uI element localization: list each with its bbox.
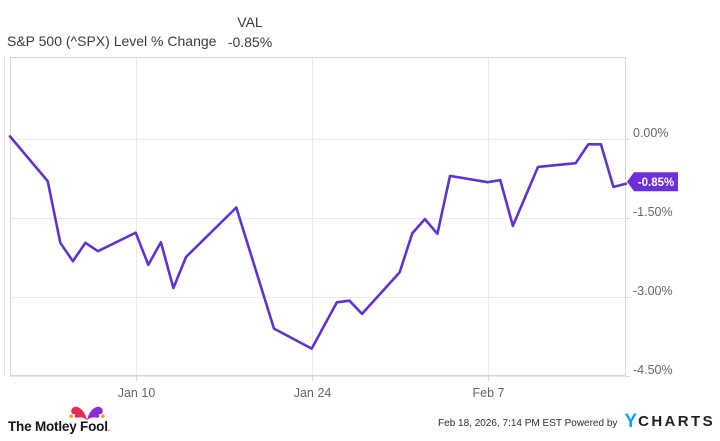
motley-fool-logo: The Motley Fool.	[8, 404, 208, 436]
value-column-header: VAL	[237, 14, 263, 30]
attribution: Feb 18, 2026, 7:14 PM EST Powered by Y C…	[438, 411, 715, 432]
y-axis-label: -1.50%	[633, 205, 673, 219]
value-column: VAL -0.85%	[212, 13, 288, 52]
chart-title: S&P 500 (^SPX) Level % Change	[7, 33, 217, 49]
jester-hat-icon	[69, 406, 105, 421]
x-axis-label: Jan 10	[118, 386, 156, 400]
value-column-value: -0.85%	[227, 34, 273, 50]
plot-frame	[10, 57, 626, 376]
trademark-mark: .	[107, 423, 111, 433]
y-axis-label: -4.50%	[633, 363, 673, 377]
timestamp: Feb 18, 2026, 7:14 PM EST Powered by	[438, 418, 618, 429]
ycharts-wordmark: CHARTS	[638, 413, 715, 430]
series-line	[8, 135, 628, 350]
x-axis-label: Feb 7	[473, 386, 505, 400]
ycharts-logo: Y CHARTS	[624, 411, 715, 432]
x-axis-label: Jan 24	[294, 386, 332, 400]
current-value-badge-label: -0.85%	[638, 177, 674, 189]
motley-fool-wordmark: The Motley Fool.	[8, 419, 111, 434]
y-axis-label: -3.00%	[633, 284, 673, 298]
current-value-badge	[627, 172, 678, 192]
y-axis-label: 0.00%	[633, 126, 668, 140]
ycharts-y-icon: Y	[624, 411, 638, 432]
